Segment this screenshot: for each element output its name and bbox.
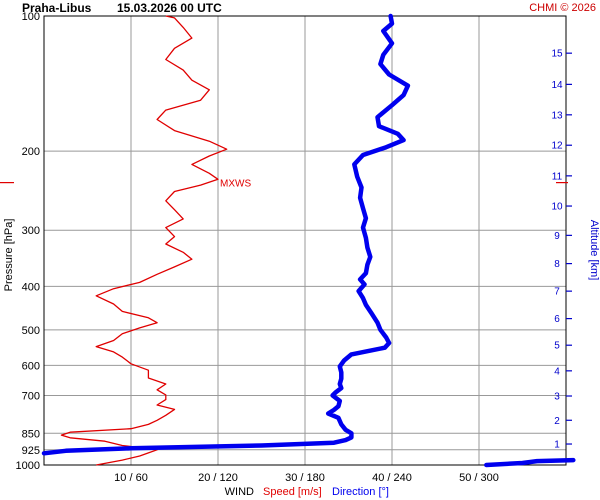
datetime-title: 15.03.2026 00 UTC	[117, 1, 222, 15]
pressure-tick-label-1000: 1000	[16, 460, 40, 472]
altitude-tick-label-15: 15	[551, 49, 563, 60]
pressure-tick-label-700: 700	[22, 390, 40, 402]
x-axis-label-speed: Speed [m/s]	[263, 486, 322, 498]
station-title: Praha-Libus	[22, 1, 92, 15]
altitude-tick-label-11: 11	[552, 171, 563, 182]
wind-tick-label-20: 20 / 120	[198, 472, 238, 484]
plot-frame	[43, 15, 567, 466]
altitude-tick-label-3: 3	[554, 392, 560, 403]
altitude-tick-label-2: 2	[554, 416, 560, 427]
wind-tick-label-30: 30 / 180	[285, 472, 325, 484]
altitude-tick-label-12: 12	[551, 141, 563, 152]
altitude-tick-label-6: 6	[554, 314, 560, 325]
altitude-tick-label-5: 5	[554, 341, 560, 352]
y-axis-label: Pressure [hPa]	[3, 219, 15, 292]
pressure-tick-label-100: 100	[22, 11, 40, 23]
x-axis-label-main: WIND	[225, 486, 254, 498]
wind-tick-label-10: 10 / 60	[114, 472, 148, 484]
altitude-tick-label-8: 8	[554, 259, 560, 270]
altitude-tick-label-10: 10	[551, 202, 563, 213]
wind-tick-label-50: 50 / 300	[459, 472, 499, 484]
label-layer: Praha-Libus 15.03.2026 00 UTC CHMI © 202…	[3, 1, 600, 498]
frame-layer	[43, 15, 572, 466]
altitude-tick-label-1: 1	[554, 440, 560, 451]
wind-tick-label-40: 40 / 240	[372, 472, 412, 484]
series-layer	[0, 13, 576, 468]
altitude-tick-label-7: 7	[554, 287, 560, 298]
altitude-tick-label-4: 4	[554, 366, 560, 377]
grid-layer	[44, 16, 566, 465]
altitude-tick-label-13: 13	[551, 110, 563, 121]
credit-label: CHMI © 2026	[529, 2, 596, 14]
x-axis-label-direction: Direction [°]	[332, 486, 389, 498]
altitude-tick-label-9: 9	[554, 231, 560, 242]
speed-profile-line	[60, 15, 228, 466]
pressure-tick-label-400: 400	[22, 281, 40, 293]
pressure-tick-label-600: 600	[22, 360, 40, 372]
pressure-tick-label-925: 925	[22, 445, 40, 457]
altitude-tick-label-14: 14	[551, 80, 563, 91]
pressure-tick-label-300: 300	[22, 225, 40, 237]
y2-axis-label: Altitude [km]	[588, 220, 600, 281]
pressure-tick-label-500: 500	[22, 325, 40, 337]
pressure-tick-label-850: 850	[22, 428, 40, 440]
max-wind-label: MXWS	[220, 179, 251, 190]
direction-profile-line	[41, 13, 411, 456]
pressure-tick-label-200: 200	[22, 146, 40, 158]
direction-surface-segment	[484, 457, 576, 468]
